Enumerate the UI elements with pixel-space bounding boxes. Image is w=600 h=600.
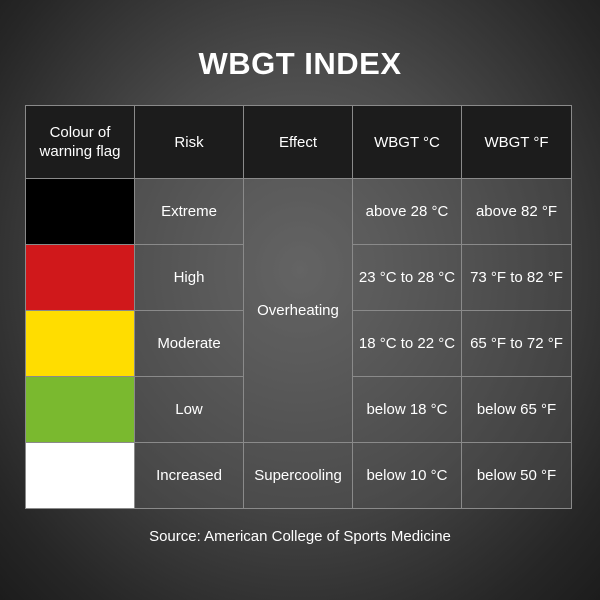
flag-swatch	[25, 310, 135, 377]
celsius-cell: 18 °C to 22 °C	[352, 310, 462, 377]
wbgt-table: Colour of warning flag Risk Effect WBGT …	[25, 105, 572, 509]
flag-swatch	[25, 376, 135, 443]
header-wbgt-celsius: WBGT °C	[352, 105, 462, 179]
flag-swatch	[25, 244, 135, 311]
table-row: Moderate 18 °C to 22 °C 65 °F to 72 °F	[25, 310, 572, 377]
header-effect: Effect	[243, 105, 353, 179]
risk-cell: Moderate	[134, 310, 244, 377]
table-row: High 23 °C to 28 °C 73 °F to 82 °F	[25, 244, 572, 311]
flag-swatch	[25, 178, 135, 245]
header-flag-colour: Colour of warning flag	[25, 105, 135, 179]
fahrenheit-cell: 65 °F to 72 °F	[461, 310, 572, 377]
flag-swatch	[25, 442, 135, 509]
effect-cell-overheating: Overheating	[243, 178, 353, 443]
table-row: Extreme Overheating above 28 °C above 82…	[25, 178, 572, 443]
risk-cell: High	[134, 244, 244, 311]
effect-cell-supercooling: Supercooling	[243, 442, 353, 509]
table-row: Low below 18 °C below 65 °F	[25, 376, 572, 443]
celsius-cell: 23 °C to 28 °C	[352, 244, 462, 311]
fahrenheit-cell: below 50 °F	[461, 442, 572, 509]
celsius-cell: below 18 °C	[352, 376, 462, 443]
risk-cell: Extreme	[134, 178, 244, 245]
fahrenheit-cell: below 65 °F	[461, 376, 572, 443]
table-row: Increased Supercooling below 10 °C below…	[25, 442, 572, 509]
fahrenheit-cell: 73 °F to 82 °F	[461, 244, 572, 311]
page-title: WBGT INDEX	[198, 46, 402, 81]
fahrenheit-cell: above 82 °F	[461, 178, 572, 245]
table-header-row: Colour of warning flag Risk Effect WBGT …	[25, 105, 572, 179]
celsius-cell: above 28 °C	[352, 178, 462, 245]
header-risk: Risk	[134, 105, 244, 179]
celsius-cell: below 10 °C	[352, 442, 462, 509]
header-wbgt-fahrenheit: WBGT °F	[461, 105, 572, 179]
source-note: Source: American College of Sports Medic…	[149, 528, 451, 545]
risk-cell: Low	[134, 376, 244, 443]
risk-cell: Increased	[134, 442, 244, 509]
